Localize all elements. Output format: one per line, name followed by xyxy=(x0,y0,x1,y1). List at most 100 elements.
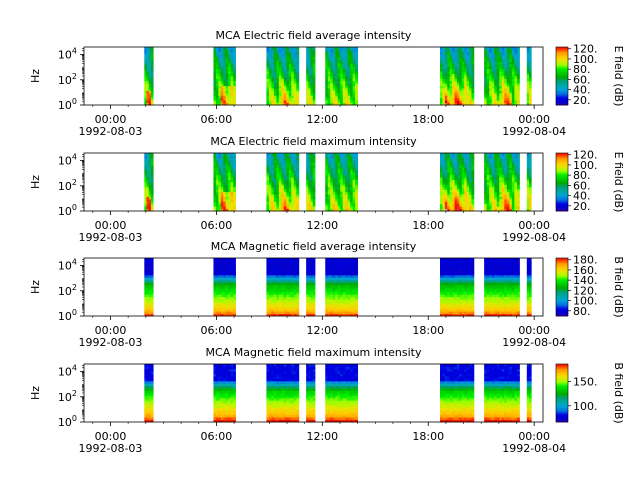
colorbar-frame xyxy=(555,152,569,212)
colorbar-swatch xyxy=(556,378,568,381)
colorbar-swatch xyxy=(556,385,568,388)
data-segment xyxy=(484,153,520,212)
colorbar-swatch xyxy=(556,401,568,404)
y-tick-label: 104 xyxy=(58,364,77,379)
colorbar-swatch xyxy=(556,304,568,307)
colorbar-swatch xyxy=(556,182,568,184)
y-tick-label: 100 xyxy=(58,414,77,429)
data-segment xyxy=(325,258,359,317)
data-segment xyxy=(213,47,236,106)
spectrogram-data xyxy=(144,153,532,212)
colorbar-swatch xyxy=(556,301,568,304)
colorbar-swatch xyxy=(556,166,568,168)
colorbar-swatch xyxy=(556,52,568,55)
colorbar-swatch xyxy=(556,196,568,199)
colorbar-swatch xyxy=(556,262,568,265)
colorbar-tick-label: 60. xyxy=(573,179,591,192)
data-segment xyxy=(306,47,316,106)
date-label: 1992-08-04 xyxy=(502,231,566,244)
colorbar-swatch xyxy=(556,406,568,408)
colorbar-swatch xyxy=(556,391,568,394)
colorbar-swatch xyxy=(556,265,568,268)
colorbar-swatch xyxy=(556,103,568,106)
x-tick-label: 00:00 xyxy=(518,430,550,443)
colorbar-swatch xyxy=(556,195,568,197)
colorbar-swatch xyxy=(556,313,568,315)
colorbar-swatch xyxy=(556,153,568,155)
colorbar-swatch xyxy=(556,68,568,71)
colorbar-tick-label: 80. xyxy=(573,63,591,76)
colorbar-swatch xyxy=(556,203,568,206)
date-label: 1992-08-04 xyxy=(502,125,566,138)
colorbar-swatch xyxy=(556,394,568,397)
colorbar-swatch xyxy=(556,167,568,170)
data-segment xyxy=(266,153,300,212)
colorbar-frame xyxy=(555,363,569,423)
colorbar-swatch xyxy=(556,368,568,371)
colorbar-swatch xyxy=(556,276,568,279)
x-tick-label: 00:00 xyxy=(95,219,127,232)
colorbar-swatch xyxy=(556,407,568,410)
colorbar-swatch xyxy=(556,305,568,308)
colorbar-tick-label: 100. xyxy=(573,400,598,413)
colorbar-swatch xyxy=(556,393,568,395)
date-label: 1992-08-03 xyxy=(79,231,143,244)
y-tick-label: 104 xyxy=(58,258,77,273)
y-axis-label: Hz xyxy=(29,69,42,83)
colorbar-label: B field (dB) xyxy=(612,256,625,317)
colorbar-swatch xyxy=(556,294,568,297)
colorbar-swatch xyxy=(556,199,568,202)
colorbar-swatch xyxy=(556,67,568,70)
colorbar-swatch xyxy=(556,281,568,284)
spectrogram-data xyxy=(144,364,532,423)
colorbar-swatch xyxy=(556,408,568,411)
x-tick-label: 00:00 xyxy=(95,113,127,126)
data-segment xyxy=(213,153,236,212)
colorbar-swatch xyxy=(556,365,568,368)
x-tick-label: 00:00 xyxy=(95,324,127,337)
colorbar-swatch xyxy=(556,189,568,192)
colorbar-swatch xyxy=(556,302,568,305)
data-segment xyxy=(144,364,154,423)
colorbar-swatch xyxy=(556,397,568,400)
colorbar-swatch xyxy=(556,272,568,275)
colorbar-swatch xyxy=(556,65,568,68)
colorbar-tick-label: 80. xyxy=(573,305,591,318)
y-tick-label: 104 xyxy=(58,47,77,62)
colorbar-swatch xyxy=(556,288,568,291)
chart-panel-4: MCA Magnetic field maximum intensity1001… xyxy=(29,346,625,455)
colorbar-tick-label: 60. xyxy=(573,73,591,86)
colorbar-swatch xyxy=(556,180,568,183)
colorbar-swatch xyxy=(556,174,568,177)
colorbar-swatch xyxy=(556,190,568,193)
date-label: 1992-08-03 xyxy=(79,125,143,138)
data-segment xyxy=(440,364,475,423)
colorbar-swatch xyxy=(556,314,568,317)
colorbar-swatch xyxy=(556,197,568,200)
colorbar-swatch xyxy=(556,364,568,366)
chart-title: MCA Electric field average intensity xyxy=(216,29,412,42)
colorbar-swatch xyxy=(556,160,568,163)
colorbar-tick-label: 150. xyxy=(573,375,598,388)
colorbar-swatch xyxy=(556,58,568,61)
colorbar-swatch xyxy=(556,61,568,64)
colorbar-swatch xyxy=(556,371,568,374)
colorbar-swatch xyxy=(556,158,568,161)
colorbar-swatch xyxy=(556,298,568,301)
colorbar-swatch xyxy=(556,404,568,407)
colorbar-swatch xyxy=(556,170,568,173)
y-tick-label: 102 xyxy=(58,389,77,404)
colorbar-swatch xyxy=(556,97,568,100)
colorbar-swatch xyxy=(556,86,568,88)
colorbar-swatch xyxy=(556,382,568,385)
colorbar-swatch xyxy=(556,420,568,423)
colorbar-swatch xyxy=(556,282,568,285)
spectrogram-data xyxy=(144,258,532,317)
colorbar-swatch xyxy=(556,400,568,403)
colorbar-swatch xyxy=(556,87,568,90)
colorbar-swatch xyxy=(556,186,568,189)
x-tick-label: 18:00 xyxy=(412,113,444,126)
colorbar-swatch xyxy=(556,81,568,84)
spectrogram-data xyxy=(144,47,532,106)
data-segment xyxy=(440,47,475,106)
